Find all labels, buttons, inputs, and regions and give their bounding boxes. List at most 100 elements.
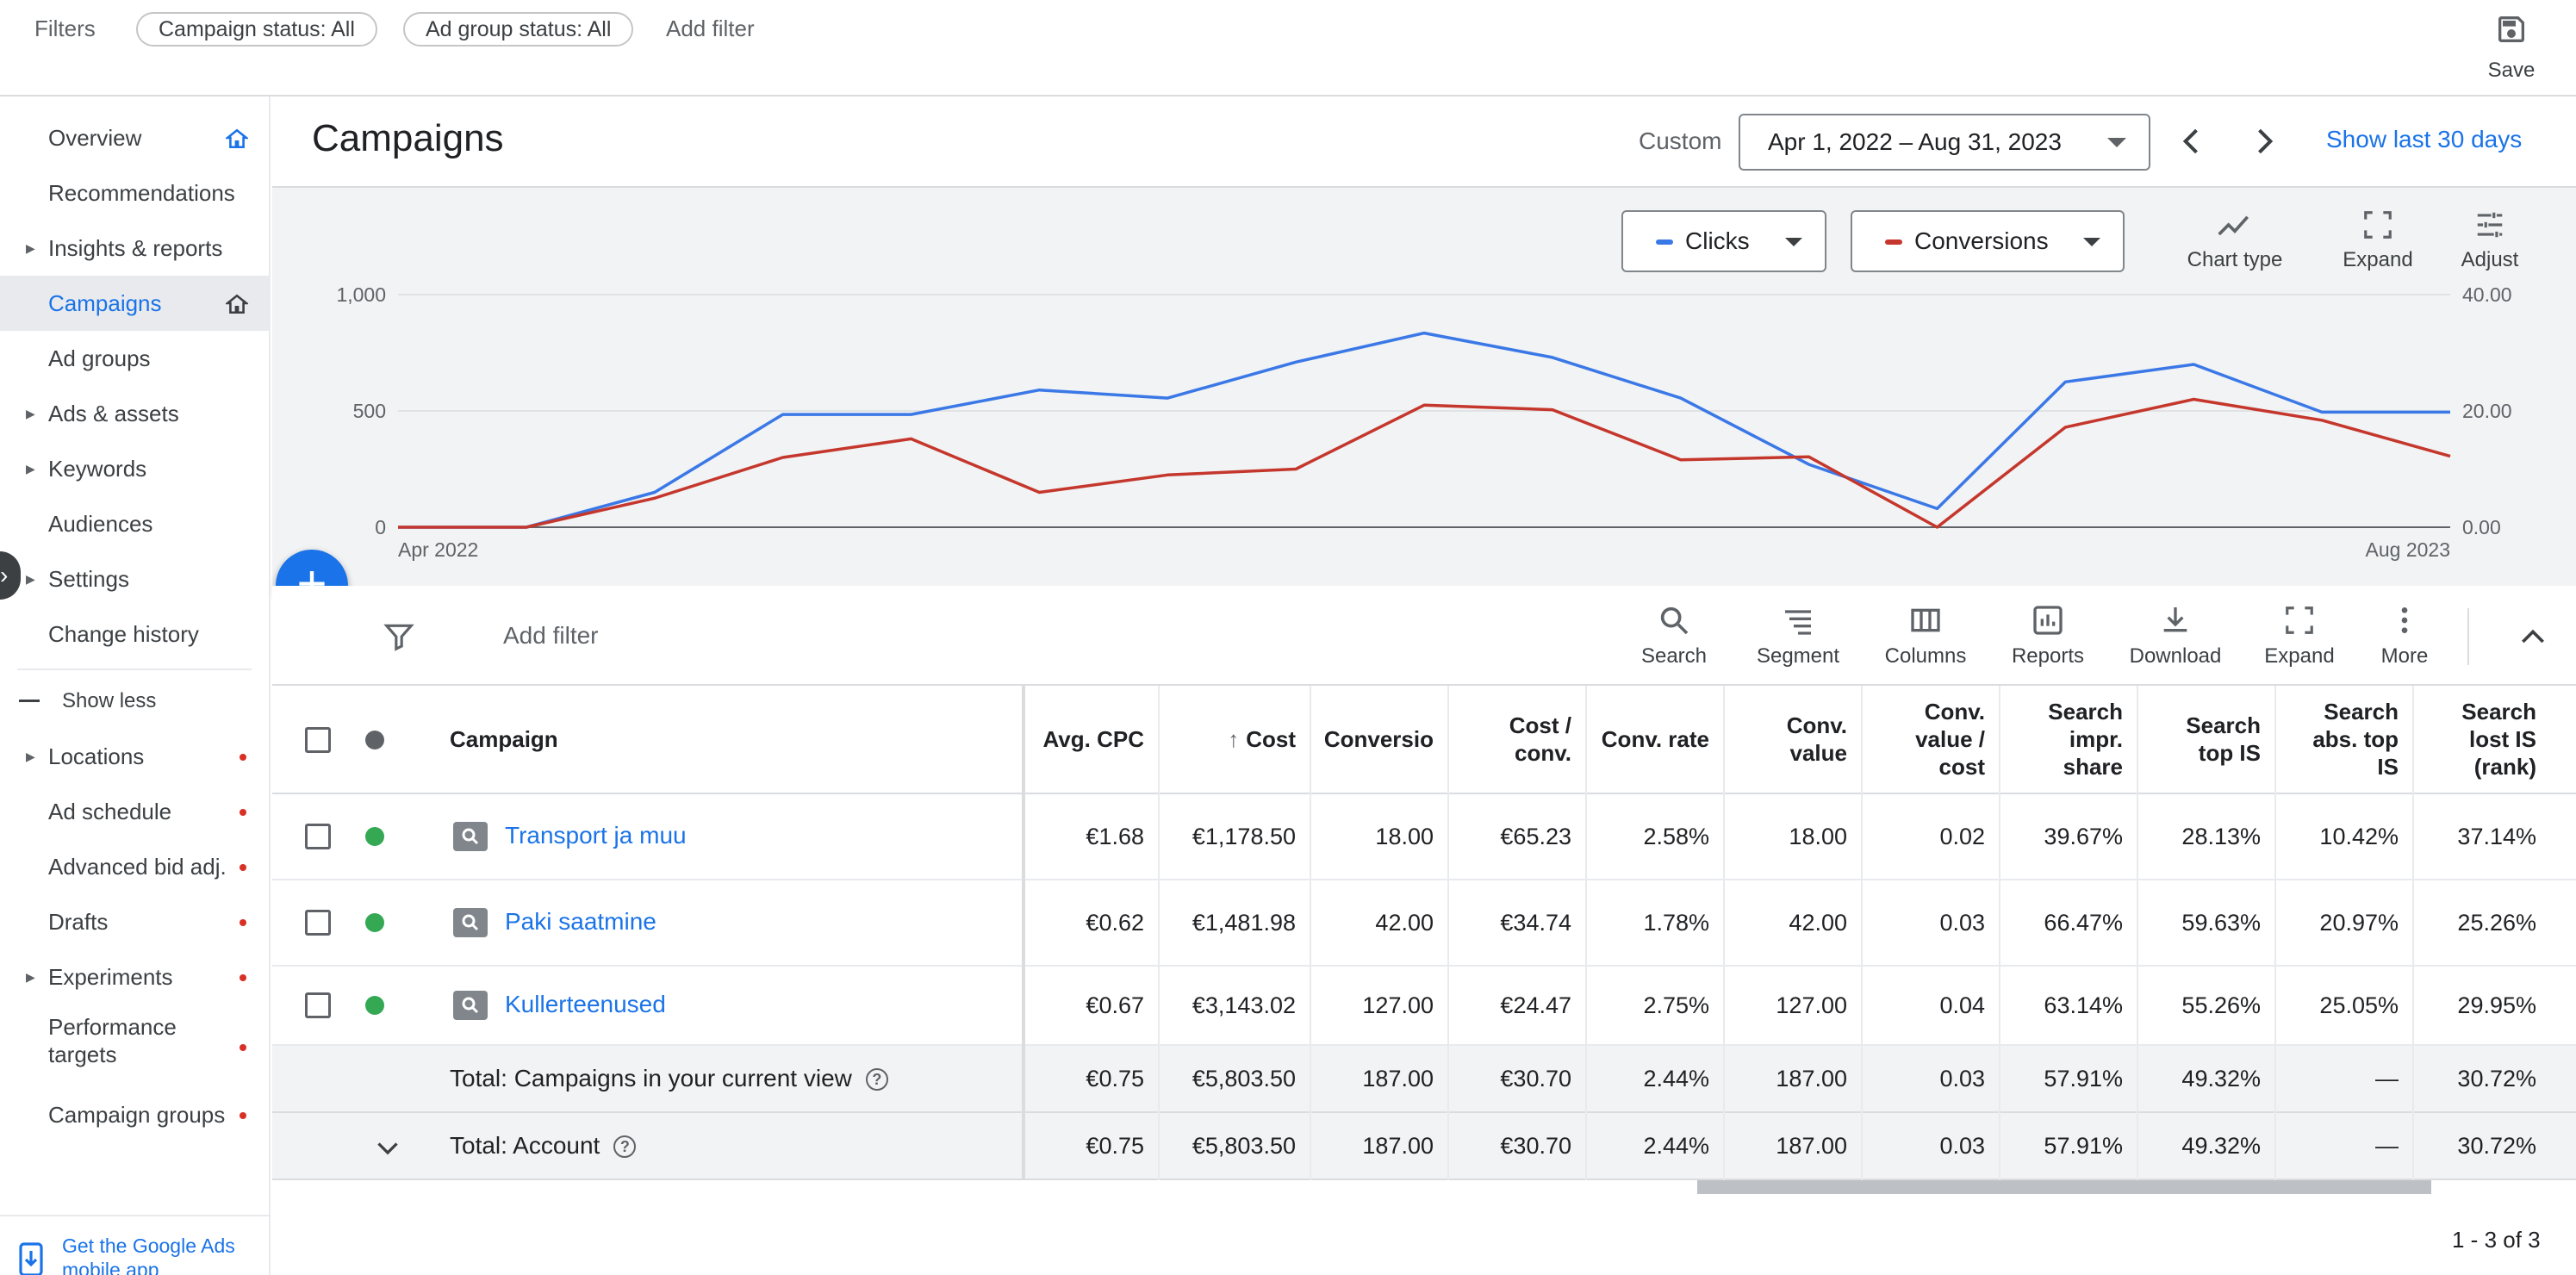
select-all-checkbox[interactable]: [305, 727, 331, 753]
sidebar-item-campaigns[interactable]: Campaigns: [0, 276, 269, 331]
chevron-up-icon[interactable]: [2516, 620, 2550, 655]
sidebar-item-overview[interactable]: Overview: [0, 110, 269, 165]
add-filter-input[interactable]: Add filter: [503, 622, 599, 649]
sidebar-item-keywords[interactable]: ▶ Keywords: [0, 441, 269, 496]
column-header-conversions[interactable]: Conversio: [1323, 726, 1434, 752]
sidebar-item-locations[interactable]: ▶ Locations: [0, 729, 269, 784]
chart-type-button[interactable]: Chart type: [2175, 208, 2295, 272]
column-header-conv-value-cost[interactable]: Conv. value / cost: [1915, 699, 1985, 780]
date-range-picker[interactable]: Apr 1, 2022 – Aug 31, 2023: [1739, 114, 2150, 171]
status-enabled-icon[interactable]: [365, 996, 384, 1015]
tool-label: More: [2380, 644, 2429, 668]
cell-cost: €1,178.50: [1192, 823, 1296, 849]
sidebar-item-recommendations[interactable]: Recommendations: [0, 165, 269, 221]
column-header-conv-value[interactable]: Conv. value: [1786, 712, 1847, 766]
sidebar-item-change-history[interactable]: Change history: [0, 606, 269, 662]
sidebar-item-performance-targets[interactable]: Performance targets: [0, 1013, 269, 1082]
table-row[interactable]: Transport ja muu €1.68 €1,178.50 18.00 €…: [272, 794, 2576, 880]
campaign-status-filter-chip[interactable]: Campaign status: All: [136, 12, 377, 47]
row-checkbox[interactable]: [305, 824, 331, 849]
chevron-down-icon[interactable]: [372, 1132, 403, 1163]
sidebar-item-ads-assets[interactable]: ▶ Ads & assets: [0, 386, 269, 441]
conversions-legend-swatch: [1885, 239, 1902, 245]
filter-icon[interactable]: [383, 620, 415, 653]
sidebar-item-experiments[interactable]: ▶ Experiments: [0, 949, 269, 1004]
save-button[interactable]: Save: [2473, 10, 2550, 88]
campaign-name-link[interactable]: Transport ja muu: [505, 822, 687, 849]
column-header-cost[interactable]: ↑ Cost: [1158, 686, 1310, 793]
caret-right-icon: ▶: [26, 241, 35, 255]
status-enabled-icon[interactable]: [365, 913, 384, 932]
column-header-campaign[interactable]: Campaign: [450, 726, 558, 752]
sidebar-item-campaign-groups[interactable]: Campaign groups: [0, 1087, 269, 1142]
status-enabled-icon[interactable]: [365, 827, 384, 846]
campaign-name-link[interactable]: Paki saatmine: [505, 908, 656, 935]
column-header-search-abs-top-is[interactable]: Search abs. top IS: [2312, 699, 2399, 780]
chart-adjust-button[interactable]: Adjust: [2430, 208, 2550, 272]
mobile-app-link[interactable]: Get the Google Ads mobile app: [62, 1235, 235, 1275]
column-header-search-top-is[interactable]: Search top IS: [2186, 712, 2261, 766]
cell-conv-value-cost: 0.03: [1939, 1065, 1985, 1092]
sidebar-item-advanced-bid-adj[interactable]: Advanced bid adj.: [0, 839, 269, 894]
help-icon[interactable]: ?: [613, 1135, 637, 1158]
column-header-search-impr-share[interactable]: Search impr. share: [2048, 699, 2123, 780]
help-icon[interactable]: ?: [865, 1068, 888, 1091]
table-row[interactable]: Kullerteenused €0.67 €3,143.02 127.00 €2…: [272, 967, 2576, 1046]
cell-conv-value: 187.00: [1776, 1065, 1847, 1092]
alert-dot: [240, 809, 246, 816]
download-button[interactable]: Download: [2111, 603, 2240, 669]
horizontal-scrollbar[interactable]: [1697, 1180, 2431, 1194]
cell-cost-per-conv: €24.47: [1500, 992, 1571, 1018]
row-checkbox[interactable]: [305, 910, 331, 936]
metric-selector-clicks[interactable]: Clicks: [1621, 210, 1826, 272]
cell-search-lost-is-rank: 37.14%: [2457, 823, 2536, 849]
column-header-avg-cpc[interactable]: Avg. CPC: [1042, 726, 1145, 752]
show-less-toggle[interactable]: Show less: [0, 674, 269, 729]
cell-avg-cpc: €0.62: [1086, 909, 1144, 936]
reports-button[interactable]: Reports: [1983, 603, 2112, 669]
search-button[interactable]: Search: [1609, 603, 1739, 669]
add-filter-link[interactable]: Add filter: [666, 16, 755, 41]
column-header-search-lost-is-rank[interactable]: Search lost IS (rank): [2461, 699, 2536, 780]
chevron-right-icon[interactable]: [2245, 122, 2283, 160]
metric-selector-conversions[interactable]: Conversions: [1851, 210, 2125, 272]
alert-dot: [240, 919, 246, 926]
cell-search-top-is: 49.32%: [2181, 1132, 2261, 1159]
row-checkbox[interactable]: [305, 992, 331, 1018]
sidebar-divider: [17, 669, 252, 670]
ad-group-status-filter-chip[interactable]: Ad group status: All: [403, 12, 634, 47]
cell-cost: €3,143.02: [1192, 992, 1296, 1018]
save-icon: [2498, 16, 2524, 42]
sort-ascending-icon: ↑: [1228, 726, 1240, 752]
cell-cost: €5,803.50: [1192, 1132, 1296, 1159]
expand-button[interactable]: Expand: [2235, 603, 2364, 669]
show-last-30-days-link[interactable]: Show last 30 days: [2326, 126, 2523, 152]
cell-search-lost-is-rank: 30.72%: [2457, 1132, 2536, 1159]
table-row[interactable]: Paki saatmine €0.62 €1,481.98 42.00 €34.…: [272, 880, 2576, 967]
caret-right-icon: ▶: [26, 572, 35, 586]
campaign-name-link[interactable]: Kullerteenused: [505, 991, 666, 1017]
mobile-app-promo[interactable]: Get the Google Ads mobile app: [0, 1215, 269, 1275]
chevron-left-icon[interactable]: [2173, 122, 2211, 160]
column-header-conv-rate[interactable]: Conv. rate: [1601, 726, 1709, 752]
performance-chart: 0 500 1,000 0.00 20.00 40.00 Apr 2022 Aug 2023 …: [272, 188, 2576, 586]
reports-icon: [2033, 606, 2063, 635]
sidebar-item-settings[interactable]: ▶ Settings: [0, 551, 269, 606]
sidebar-item-ad-schedule[interactable]: Ad schedule: [0, 784, 269, 839]
sidebar-item-drafts[interactable]: Drafts: [0, 894, 269, 949]
cell-conv-rate: 2.44%: [1643, 1065, 1709, 1092]
dropdown-arrow-icon: [1785, 238, 1802, 246]
x-axis-tick-label: Aug 2023: [2366, 538, 2450, 561]
sidebar-item-label: Insights & reports: [48, 235, 223, 261]
sidebar-item-label: Keywords: [48, 456, 147, 482]
chart-expand-button[interactable]: Expand: [2318, 208, 2438, 272]
sidebar-item-audiences[interactable]: Audiences: [0, 496, 269, 551]
sidebar-item-insights-reports[interactable]: ▶ Insights & reports: [0, 221, 269, 276]
sidebar-item-ad-groups[interactable]: Ad groups: [0, 331, 269, 386]
column-header-cost-per-conv[interactable]: Cost / conv.: [1509, 712, 1571, 766]
more-button[interactable]: More: [2340, 603, 2469, 669]
segment-button[interactable]: Segment: [1733, 603, 1863, 669]
columns-button[interactable]: Columns: [1861, 603, 1990, 669]
cell-conversions: 127.00: [1362, 992, 1434, 1018]
adjust-label: Adjust: [2461, 248, 2519, 271]
